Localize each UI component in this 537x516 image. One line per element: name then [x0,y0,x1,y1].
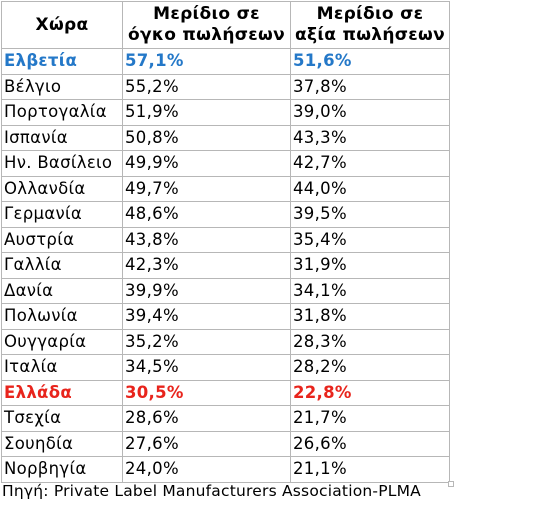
cell-value: 26,6% [290,430,450,457]
cell-volume: 35,2% [122,328,291,355]
header-volume-line-1: Μερίδιο σε [153,4,260,24]
cell-value: 37,8% [290,73,450,100]
header-volume-share: Μερίδιο σε όγκο πωλήσεων [122,1,291,49]
cell-volume: 49,7% [122,175,291,202]
table-row: Αυστρία 43,8% 35,4% [1,226,450,253]
cell-volume: 49,9% [122,150,291,177]
cell-country: Τσεχία [1,405,123,432]
cell-value: 31,8% [290,303,450,330]
table-header-row: Χώρα Μερίδιο σε όγκο πωλήσεων Μερίδιο σε… [1,1,450,49]
header-volume-line-2: όγκο πωλήσεων [128,25,285,45]
header-value-share: Μερίδιο σε αξία πωλήσεων [290,1,450,49]
table-body: Ελβετία 57,1% 51,6% Βέλγιο 55,2% 37,8% Πορτογα… [1,48,450,483]
cell-value: 39,0% [290,99,450,126]
cell-value: 34,1% [290,277,450,304]
cell-country: Ελλάδα [1,379,123,406]
cell-country: Γερμανία [1,201,123,228]
cell-value: 35,4% [290,226,450,253]
table-row: Ιταλία 34,5% 28,2% [1,354,450,381]
cell-volume: 42,3% [122,252,291,279]
cell-country: Ην. Βασίλειο [1,150,123,177]
table-row: Σουηδία 27,6% 26,6% [1,430,450,457]
table-row: Ισπανία 50,8% 43,3% [1,124,450,151]
table-row: Γερμανία 48,6% 39,5% [1,201,450,228]
private-label-share-table: Χώρα Μερίδιο σε όγκο πωλήσεων Μερίδιο σε… [1,1,450,483]
cell-volume: 55,2% [122,73,291,100]
table-row: Γαλλία 42,3% 31,9% [1,252,450,279]
cell-value: 43,3% [290,124,450,151]
cell-value: 21,7% [290,405,450,432]
table-row: Ολλανδία 49,7% 44,0% [1,175,450,202]
table-row: Ελλάδα 30,5% 22,8% [1,379,450,406]
cell-value: 42,7% [290,150,450,177]
cell-volume: 34,5% [122,354,291,381]
cell-country: Ελβετία [1,48,123,75]
table-row: Τσεχία 28,6% 21,7% [1,405,450,432]
cell-country: Πορτογαλία [1,99,123,126]
cell-value: 28,3% [290,328,450,355]
cell-volume: 27,6% [122,430,291,457]
resize-handle[interactable] [448,481,454,487]
cell-volume: 43,8% [122,226,291,253]
header-value-line-2: αξία πωλήσεων [295,25,445,45]
table-row: Ουγγαρία 35,2% 28,3% [1,328,450,355]
cell-volume: 57,1% [122,48,291,75]
cell-value: 22,8% [290,379,450,406]
cell-value: 44,0% [290,175,450,202]
cell-country: Ισπανία [1,124,123,151]
table-row: Νορβηγία 24,0% 21,1% [1,456,450,483]
table-row: Πολωνία 39,4% 31,8% [1,303,450,330]
cell-country: Δανία [1,277,123,304]
cell-country: Πολωνία [1,303,123,330]
table-row: Ελβετία 57,1% 51,6% [1,48,450,75]
cell-value: 28,2% [290,354,450,381]
cell-country: Γαλλία [1,252,123,279]
cell-volume: 24,0% [122,456,291,483]
table-row: Βέλγιο 55,2% 37,8% [1,73,450,100]
cell-volume: 39,9% [122,277,291,304]
cell-volume: 50,8% [122,124,291,151]
cell-value: 21,1% [290,456,450,483]
cell-country: Βέλγιο [1,73,123,100]
cell-country: Αυστρία [1,226,123,253]
table-row: Πορτογαλία 51,9% 39,0% [1,99,450,126]
cell-volume: 30,5% [122,379,291,406]
cell-country: Ιταλία [1,354,123,381]
cell-country: Σουηδία [1,430,123,457]
table-row: Δανία 39,9% 34,1% [1,277,450,304]
cell-value: 31,9% [290,252,450,279]
cell-volume: 39,4% [122,303,291,330]
header-value-line-1: Μερίδιο σε [316,4,424,24]
header-country: Χώρα [1,1,123,49]
source-note: Πηγή: Private Label Manufacturers Associ… [2,482,421,500]
table-row: Ην. Βασίλειο 49,9% 42,7% [1,150,450,177]
cell-volume: 48,6% [122,201,291,228]
cell-volume: 51,9% [122,99,291,126]
cell-volume: 28,6% [122,405,291,432]
cell-value: 39,5% [290,201,450,228]
cell-country: Ουγγαρία [1,328,123,355]
cell-country: Νορβηγία [1,456,123,483]
cell-country: Ολλανδία [1,175,123,202]
cell-value: 51,6% [290,48,450,75]
